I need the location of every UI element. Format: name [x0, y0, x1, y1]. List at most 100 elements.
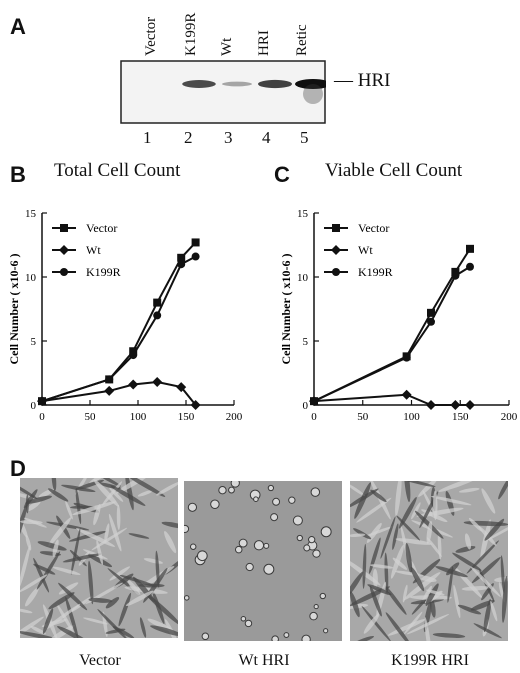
blot-frame — [120, 60, 326, 124]
cell — [426, 537, 442, 557]
x-tick-label: 0 — [39, 411, 45, 423]
cell — [37, 541, 67, 551]
cell — [461, 586, 491, 591]
legend-marker — [60, 268, 68, 276]
cell — [319, 592, 326, 600]
cell — [20, 630, 62, 638]
cell — [51, 478, 57, 491]
cell — [425, 589, 445, 596]
cell — [230, 481, 240, 488]
x-tick-label: 50 — [357, 411, 369, 423]
cell — [484, 518, 505, 541]
cell — [20, 504, 28, 549]
panel-c-title: Viable Cell Count — [325, 160, 463, 181]
cell — [48, 517, 72, 547]
cell — [405, 542, 413, 574]
cell — [58, 582, 88, 611]
cell — [422, 490, 435, 514]
lane-label: K199R — [183, 12, 199, 56]
data-point-vector — [177, 253, 186, 262]
panel-c-letter: C — [274, 162, 290, 187]
y-axis-label: Cell Number ( x10-6 ) — [279, 253, 293, 364]
micrograph-background — [184, 481, 342, 641]
cell — [486, 521, 508, 541]
cell — [88, 597, 113, 603]
y-tick-label: 5 — [31, 336, 37, 348]
cell — [452, 552, 482, 571]
cell — [210, 499, 220, 509]
cell — [464, 533, 472, 550]
cell — [88, 560, 94, 605]
y-tick-label: 5 — [303, 336, 309, 348]
blot-band — [295, 79, 331, 89]
data-point-wt — [401, 389, 412, 400]
cell — [350, 533, 366, 538]
data-point-wt — [104, 385, 115, 396]
cell — [490, 601, 498, 622]
cell — [483, 599, 492, 633]
y-tick-label: 10 — [297, 272, 309, 284]
cell — [61, 484, 96, 493]
cell — [161, 521, 178, 529]
cell — [42, 608, 54, 635]
y-tick-label: 0 — [303, 400, 309, 412]
data-point-wt — [450, 400, 461, 410]
cell — [453, 584, 461, 619]
data-point-wt — [465, 400, 475, 410]
data-point-k199r — [129, 351, 138, 360]
data-point-k199r — [310, 397, 318, 406]
cell — [228, 486, 235, 494]
cell — [164, 531, 177, 554]
data-point-wt — [128, 379, 139, 390]
western-blot — [120, 60, 331, 124]
cell — [118, 592, 132, 627]
cell — [105, 597, 120, 609]
band-label-text: HRI — [357, 70, 391, 91]
cell — [187, 502, 197, 512]
cell — [372, 568, 378, 589]
legend-label: Vector — [358, 221, 389, 235]
cell — [384, 585, 407, 615]
cell — [296, 534, 303, 542]
legend-marker — [60, 224, 68, 232]
cell — [430, 495, 472, 506]
caption-wt-hri: Wt HRI — [238, 652, 290, 669]
cell — [481, 488, 496, 514]
cell — [101, 481, 123, 506]
data-point-k199r — [105, 375, 114, 384]
cell — [271, 635, 279, 641]
cell — [432, 633, 466, 638]
cell — [424, 616, 432, 641]
cell — [26, 500, 41, 512]
cell — [473, 623, 502, 639]
cell — [97, 608, 129, 638]
x-tick-label: 100 — [403, 411, 420, 423]
cell — [411, 502, 421, 520]
cell — [48, 488, 69, 502]
data-point-k199r — [177, 260, 186, 269]
cell — [398, 496, 417, 529]
data-point-k199r — [38, 397, 46, 406]
cell — [20, 574, 48, 593]
cell — [58, 582, 79, 595]
cell — [363, 613, 380, 634]
cell — [102, 611, 108, 638]
cell — [387, 618, 426, 636]
cell — [312, 549, 321, 558]
cell — [72, 501, 117, 516]
panel-a-letter: A — [10, 14, 26, 39]
x-tick-label: 100 — [130, 411, 147, 423]
cell — [396, 515, 421, 541]
cell — [301, 634, 311, 641]
data-point-k199r — [191, 252, 200, 261]
data-point-k199r — [427, 317, 435, 326]
legend-marker — [331, 245, 341, 255]
cell — [292, 515, 303, 526]
cell — [395, 481, 402, 517]
x-tick-label: 150 — [178, 411, 195, 423]
x-axis-label: Time (h) — [369, 423, 413, 425]
legend-label: Vector — [86, 221, 117, 235]
viable-cell-count-chart: 0 50 100 150 200 0 5 10 15 Time (h) Cell Number ( … — [279, 208, 518, 425]
cell — [426, 520, 433, 544]
cell — [109, 566, 131, 581]
